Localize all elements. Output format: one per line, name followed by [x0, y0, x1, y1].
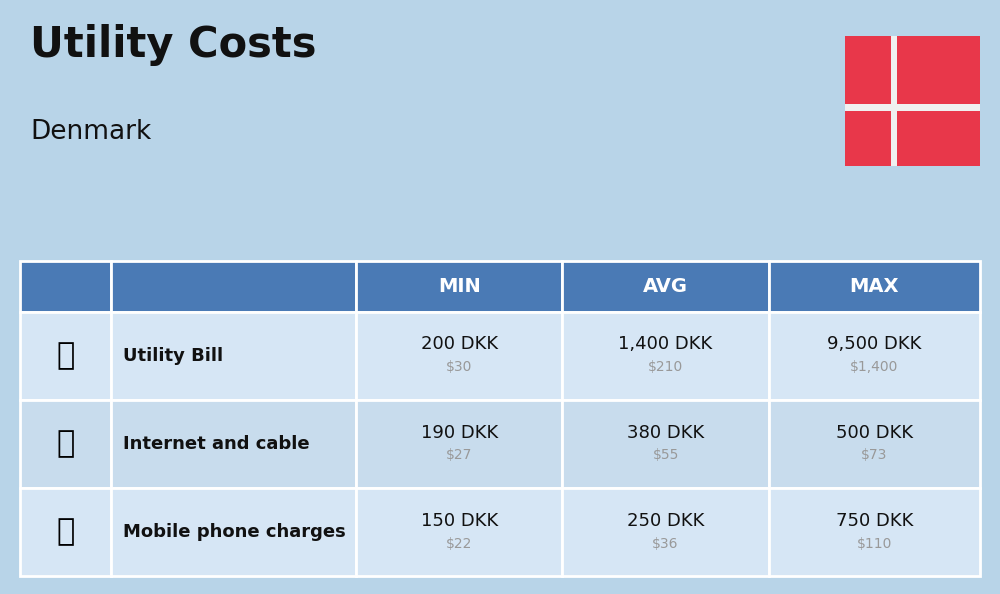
- Text: $110: $110: [857, 536, 892, 551]
- Text: $22: $22: [446, 536, 472, 551]
- FancyBboxPatch shape: [562, 261, 769, 312]
- FancyBboxPatch shape: [845, 36, 980, 166]
- FancyBboxPatch shape: [20, 488, 111, 576]
- FancyBboxPatch shape: [769, 261, 980, 312]
- Text: 150 DKK: 150 DKK: [421, 511, 498, 530]
- FancyBboxPatch shape: [20, 312, 111, 400]
- Text: 190 DKK: 190 DKK: [421, 424, 498, 441]
- FancyBboxPatch shape: [891, 36, 897, 166]
- Text: Utility Bill: Utility Bill: [123, 347, 223, 365]
- Text: $30: $30: [446, 361, 472, 374]
- FancyBboxPatch shape: [562, 312, 769, 400]
- FancyBboxPatch shape: [20, 400, 111, 488]
- Text: $27: $27: [446, 448, 472, 463]
- Text: AVG: AVG: [643, 277, 688, 296]
- Text: 200 DKK: 200 DKK: [421, 336, 498, 353]
- FancyBboxPatch shape: [356, 261, 562, 312]
- Text: $1,400: $1,400: [850, 361, 899, 374]
- Text: MIN: MIN: [438, 277, 481, 296]
- Text: 📡: 📡: [56, 429, 75, 459]
- FancyBboxPatch shape: [769, 400, 980, 488]
- Text: 🔌: 🔌: [56, 342, 75, 371]
- FancyBboxPatch shape: [769, 488, 980, 576]
- FancyBboxPatch shape: [845, 104, 980, 111]
- Text: 380 DKK: 380 DKK: [627, 424, 704, 441]
- FancyBboxPatch shape: [562, 488, 769, 576]
- Text: 250 DKK: 250 DKK: [627, 511, 704, 530]
- FancyBboxPatch shape: [20, 261, 111, 312]
- FancyBboxPatch shape: [356, 488, 562, 576]
- FancyBboxPatch shape: [356, 400, 562, 488]
- FancyBboxPatch shape: [111, 261, 356, 312]
- Text: MAX: MAX: [850, 277, 899, 296]
- Text: 9,500 DKK: 9,500 DKK: [827, 336, 922, 353]
- Text: 1,400 DKK: 1,400 DKK: [618, 336, 713, 353]
- Text: 750 DKK: 750 DKK: [836, 511, 913, 530]
- Text: Utility Costs: Utility Costs: [30, 24, 316, 66]
- Text: $210: $210: [648, 361, 683, 374]
- Text: $73: $73: [861, 448, 888, 463]
- FancyBboxPatch shape: [111, 312, 356, 400]
- FancyBboxPatch shape: [111, 488, 356, 576]
- Text: 500 DKK: 500 DKK: [836, 424, 913, 441]
- FancyBboxPatch shape: [111, 400, 356, 488]
- Text: $36: $36: [652, 536, 679, 551]
- Text: Mobile phone charges: Mobile phone charges: [123, 523, 346, 541]
- Text: Internet and cable: Internet and cable: [123, 435, 310, 453]
- Text: 📱: 📱: [56, 517, 75, 546]
- FancyBboxPatch shape: [562, 400, 769, 488]
- Text: $55: $55: [652, 448, 679, 463]
- FancyBboxPatch shape: [356, 312, 562, 400]
- FancyBboxPatch shape: [769, 312, 980, 400]
- Text: Denmark: Denmark: [30, 119, 151, 145]
